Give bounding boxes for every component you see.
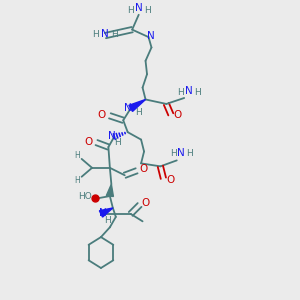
Text: O: O	[141, 198, 150, 208]
Text: H: H	[145, 6, 151, 15]
Text: N: N	[185, 86, 193, 96]
Polygon shape	[99, 208, 113, 217]
Text: N: N	[147, 31, 154, 40]
Text: N: N	[99, 208, 107, 218]
Text: H: H	[170, 149, 177, 158]
Polygon shape	[106, 184, 113, 196]
Text: H: H	[92, 30, 99, 39]
Text: O: O	[167, 175, 175, 185]
Text: N: N	[101, 29, 109, 39]
Text: H: H	[135, 108, 142, 117]
Text: N: N	[135, 3, 142, 13]
Text: O: O	[84, 137, 92, 147]
Text: O: O	[173, 110, 182, 120]
Text: N: N	[177, 148, 185, 158]
Text: N: N	[108, 131, 116, 141]
Polygon shape	[129, 100, 146, 111]
Text: H: H	[194, 88, 201, 97]
Text: H: H	[74, 151, 80, 160]
Text: H: H	[114, 138, 121, 147]
Text: O: O	[98, 110, 106, 120]
Text: HO: HO	[78, 192, 92, 201]
Text: H: H	[104, 216, 111, 225]
Text: N: N	[124, 103, 132, 113]
Text: H: H	[111, 30, 118, 39]
Text: H: H	[127, 6, 134, 15]
Text: O: O	[139, 164, 147, 174]
Text: H: H	[187, 149, 193, 158]
Text: H: H	[74, 176, 80, 185]
Text: H: H	[177, 88, 184, 97]
